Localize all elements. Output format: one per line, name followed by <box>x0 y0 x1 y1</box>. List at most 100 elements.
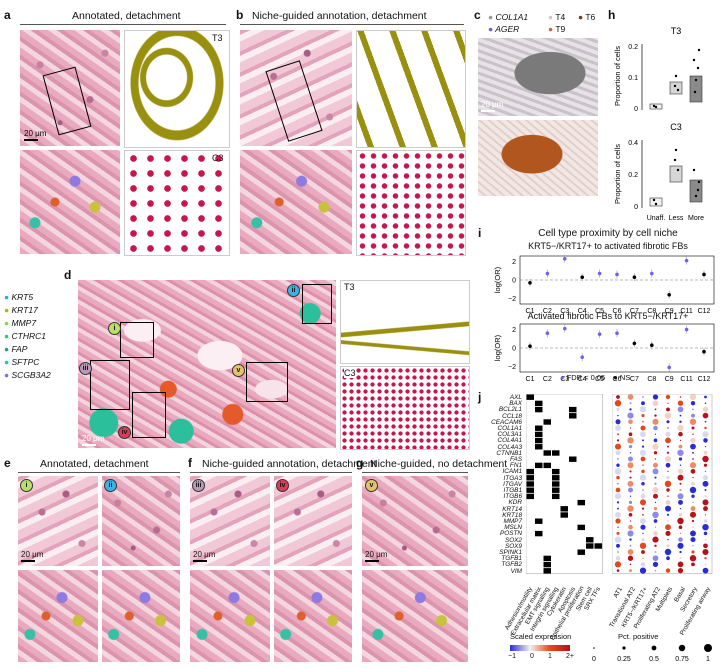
j-grid-cell <box>552 450 560 456</box>
j-dot <box>678 537 683 542</box>
j-dot <box>691 413 695 418</box>
j-dot <box>642 513 644 516</box>
j-dot-frame <box>612 394 713 575</box>
j-dot <box>629 470 632 473</box>
j-dot <box>654 551 657 553</box>
j-grid-cell <box>526 487 534 493</box>
panel-f-iv-image <box>274 476 352 566</box>
panel-a-t3-map <box>124 30 230 148</box>
j-dot <box>639 542 647 549</box>
j-dot <box>690 506 696 512</box>
j-dot <box>689 462 697 469</box>
j-dot <box>627 555 634 561</box>
j-dot <box>677 400 684 406</box>
panel-j-dotplot <box>612 394 713 575</box>
d-marker-v: v <box>232 364 245 377</box>
panel-b-title-rule <box>240 24 464 25</box>
j-dot <box>690 443 696 450</box>
j-dot <box>654 569 657 572</box>
panel-e-ii-overlay <box>102 570 180 662</box>
j-dot <box>702 406 709 413</box>
panel-e-title-rule <box>18 472 180 473</box>
j-dot <box>678 431 683 437</box>
j-dot <box>704 563 707 566</box>
j-grid-cell <box>552 475 560 481</box>
panel-a-scale-label: 20 μm <box>24 129 47 138</box>
i-ytick: 0 <box>512 346 516 353</box>
j-dot <box>653 425 658 431</box>
j-dot <box>679 482 682 485</box>
j-grid-cell <box>577 524 585 531</box>
j-grid-cell <box>526 475 534 481</box>
j-dot <box>702 567 709 574</box>
j-dot <box>653 462 658 468</box>
j-dot <box>702 412 709 419</box>
panel-c-letter: c <box>474 8 481 22</box>
j-dot <box>703 438 708 443</box>
panel-c-ager-image <box>478 120 598 196</box>
j-dot <box>702 499 709 506</box>
j-dot <box>641 401 645 406</box>
panel-g-scale-label: 20 μm <box>365 550 388 559</box>
d-box-v <box>246 362 288 402</box>
j-dot <box>704 426 707 430</box>
panel-f-title-rule <box>190 472 352 473</box>
j-dot <box>679 557 682 560</box>
j-dot <box>629 408 632 411</box>
j-dot <box>652 443 659 450</box>
j-dot <box>640 456 646 462</box>
h-c3-box-unaff <box>649 197 663 207</box>
panel-e-letter: e <box>4 456 11 470</box>
panel-b-overlay-image <box>240 150 352 254</box>
panel-g-v-image <box>362 476 468 566</box>
j-dot <box>703 506 708 512</box>
panel-h-letter: h <box>608 8 616 22</box>
j-dot <box>616 407 620 411</box>
panel-a-c3-map <box>124 150 230 256</box>
j-dot <box>641 414 645 418</box>
j-dot <box>615 419 621 425</box>
j-dot <box>628 456 633 462</box>
j-grid-cell <box>586 543 594 549</box>
i-point-c5 <box>597 332 602 336</box>
j-dot <box>667 538 669 541</box>
j-dot <box>667 563 669 566</box>
panel-d-c3-map <box>340 366 470 450</box>
j-dot <box>667 520 669 522</box>
j-dot <box>690 401 696 406</box>
h-c3-ytick-0: 0 <box>634 204 638 211</box>
i-point-c9 <box>667 292 671 297</box>
j-dot <box>642 489 644 491</box>
j-grid-cell <box>569 413 577 419</box>
legend-mmp7: ● MMP7 <box>4 318 37 328</box>
j-dot <box>629 495 632 497</box>
j-dot <box>652 394 659 400</box>
j-gene-col4a3: COL4A3 <box>497 443 522 451</box>
j-dot <box>641 550 645 554</box>
j-dot <box>689 486 697 494</box>
f-marker-iii: iii <box>192 479 205 492</box>
panel-d-overview-image <box>78 280 336 448</box>
j-dot <box>627 549 634 555</box>
krt5-dot-icon: ● <box>4 292 10 302</box>
panel-d-scale-label: 20 μm <box>82 434 105 443</box>
j-grid-cell <box>526 481 534 487</box>
i-xtick-c1: C1 <box>526 308 535 315</box>
j-dot <box>629 402 632 405</box>
i-xtick-c8: C8 <box>647 308 656 315</box>
j-dot <box>654 501 657 504</box>
j-dot <box>640 518 646 524</box>
j-dot <box>641 445 645 448</box>
i-point-c8 <box>650 271 654 276</box>
i-xtick-c1: C1 <box>526 376 535 383</box>
scgb3a2-dot-icon: ● <box>4 370 10 380</box>
h-c3-box-more <box>689 179 703 203</box>
i-xtick-c4: C4 <box>578 376 587 383</box>
j-grid-cell <box>535 431 543 438</box>
j-dot <box>679 414 682 417</box>
j-dot <box>691 426 695 430</box>
j-dot <box>691 457 695 461</box>
j-dot <box>617 507 619 510</box>
j-pct-tick-0: 0 <box>592 656 596 663</box>
j-grid-cell <box>552 481 560 487</box>
